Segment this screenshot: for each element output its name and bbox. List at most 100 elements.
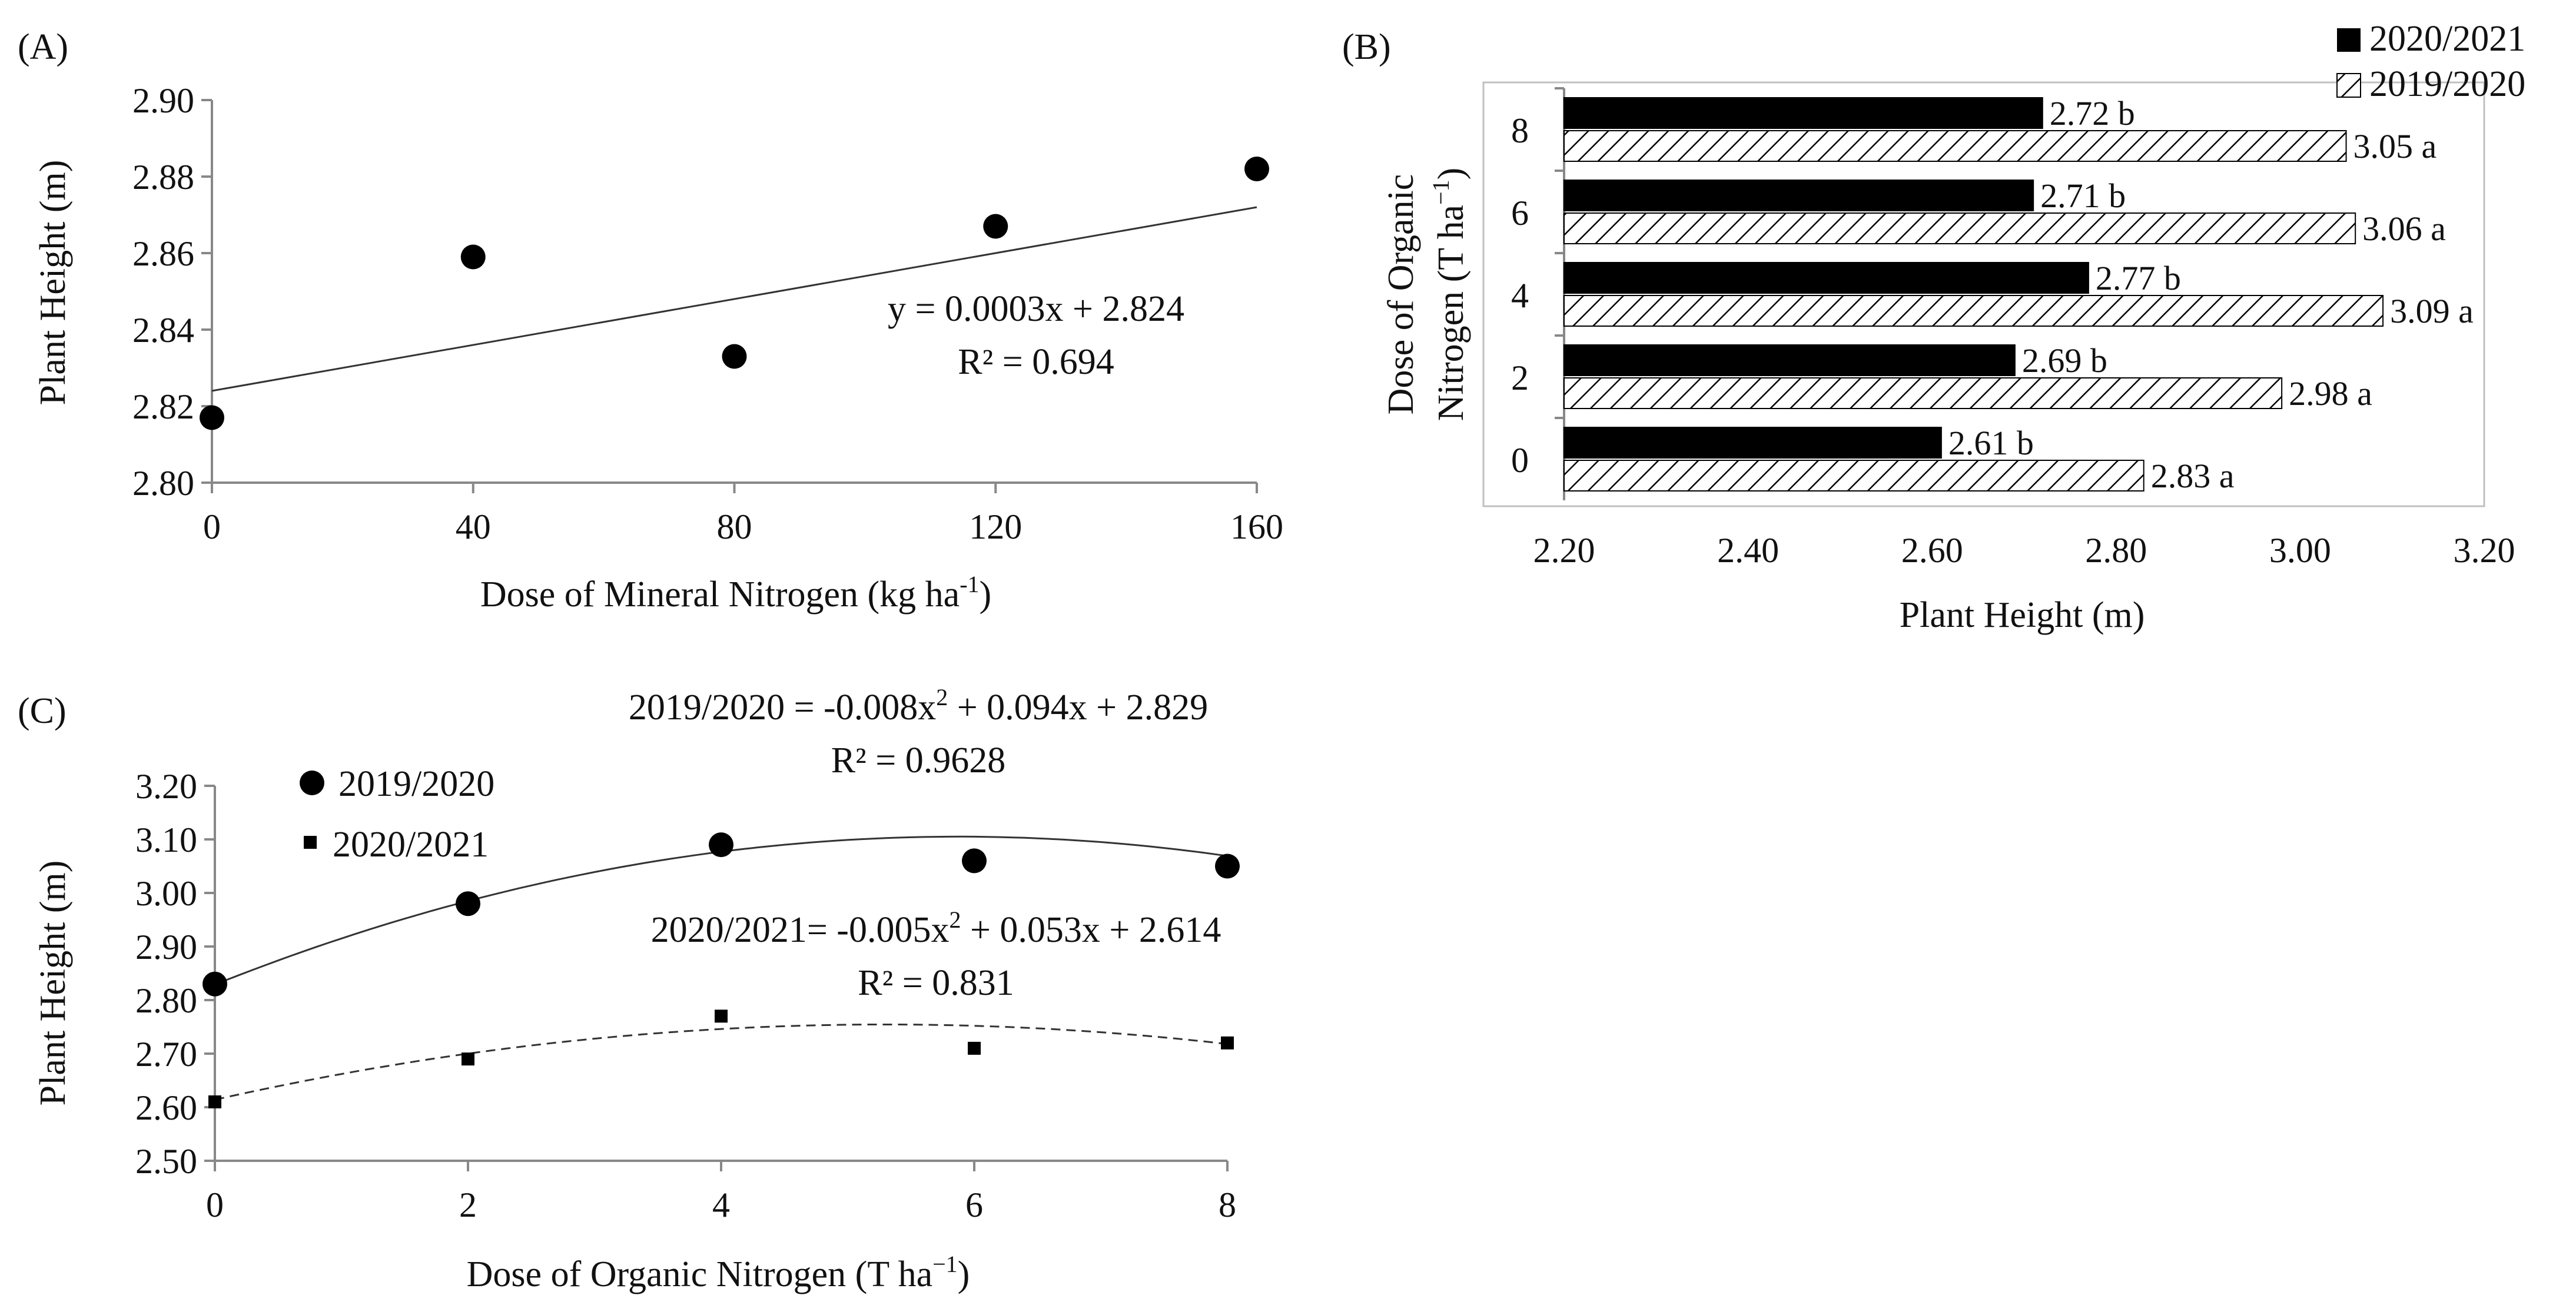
legend-label-2020-2021: 2020/2021	[333, 825, 489, 865]
panel-b-category-label: 8	[1511, 111, 1529, 150]
panel-a-x-axis-title: Dose of Mineral Nitrogen (kg ha-1)	[480, 571, 991, 615]
panel-c-legend: 2019/2020 2020/2021	[300, 764, 494, 865]
panel-c-point-2020-2021	[462, 1052, 474, 1066]
panel-b-category-label: 2	[1511, 358, 1529, 397]
panel-b-bar-2020-2021	[1563, 427, 1942, 459]
panel-a-point	[200, 405, 224, 430]
panel-b-y-axis-title-line1: Dose of Organic	[1381, 174, 1421, 415]
panel-c-point-2019-2020	[962, 848, 987, 874]
panel-c-x-tick-label: 0	[206, 1186, 224, 1224]
panel-a-y-tick-label: 2.80	[132, 464, 194, 503]
panel-b-x-tick-label: 3.00	[2269, 531, 2331, 570]
panel-c-point-2019-2020	[456, 891, 480, 916]
panel-a-point	[1244, 157, 1269, 181]
legend-swatch-2019-2020	[2336, 73, 2361, 98]
panel-b-bar-value-label: 2.72 b	[2050, 94, 2135, 132]
panel-c-point-2020-2021	[968, 1041, 981, 1055]
panel-c-y-tick-label: 2.90	[135, 928, 197, 967]
panel-b-bar-value-label: 2.83 a	[2151, 457, 2235, 495]
panel-c-point-2020-2021	[208, 1095, 221, 1108]
panel-b-bar-value-label: 2.98 a	[2289, 374, 2372, 413]
panel-a-r-squared: R² = 0.694	[958, 342, 1114, 382]
panel-a-letter: (A)	[18, 27, 68, 67]
panel-b-bar-2020-2021	[1563, 180, 2034, 211]
legend-marker-circle	[300, 771, 324, 795]
panel-b-bar-2019-2020	[1563, 377, 2283, 409]
panel-c-point-2019-2020	[1215, 854, 1240, 879]
panel-c-y-tick-label: 2.80	[135, 981, 197, 1020]
legend-label-2019-2020: 2019/2020	[2369, 64, 2525, 104]
panel-b-x-tick-label: 2.40	[1717, 531, 1779, 570]
panel-b-bar-2019-2020	[1563, 460, 2145, 492]
panel-c-fit-curve-2020-2021	[214, 1024, 1228, 1101]
panel-c-point-2019-2020	[203, 971, 227, 997]
legend-marker-square	[304, 836, 317, 849]
panel-c-chart: (C) Plant Height (m) Dose of Organic Nit…	[18, 684, 1240, 1294]
panel-c-x-tick-label: 6	[965, 1186, 983, 1224]
panel-a-x-tick-label: 120	[969, 507, 1022, 546]
panel-b-x-tick-label: 2.20	[1533, 531, 1595, 570]
panel-a-point	[460, 244, 486, 270]
panel-a-y-axis-title: Plant Height (m)	[33, 160, 73, 406]
panel-a-chart: (A) Plant Height (m) Dose of Mineral Nit…	[18, 27, 1283, 615]
panel-a-y-tick-label: 2.90	[132, 81, 194, 120]
panel-a-point	[722, 344, 747, 369]
panel-c-point-2019-2020	[709, 832, 733, 858]
panel-b-bar-2020-2021	[1563, 97, 2043, 129]
panel-a-y-tick-label: 2.88	[132, 158, 194, 197]
panel-c-x-tick-label: 4	[712, 1186, 730, 1224]
panel-c-point-2020-2021	[1221, 1036, 1234, 1050]
panel-c-y-tick-label: 2.60	[135, 1088, 197, 1127]
panel-a-equation: y = 0.0003x + 2.824	[888, 289, 1184, 329]
panel-c-r-squared-2020-2021: R² = 0.831	[858, 963, 1014, 1003]
panel-c-y-tick-label: 2.70	[135, 1035, 197, 1074]
panel-b-bar-value-label: 2.77 b	[2096, 259, 2181, 297]
panel-c-x-tick-label: 8	[1219, 1186, 1236, 1224]
panel-a-point	[983, 214, 1008, 239]
panel-b-bar-value-label: 3.09 a	[2390, 292, 2474, 330]
panel-b-bar-value-label: 3.05 a	[2353, 127, 2437, 165]
panel-c-y-tick-label: 3.10	[135, 821, 197, 859]
panel-a-x-tick-label: 80	[717, 507, 752, 546]
panel-b-plot-frame	[1482, 81, 2485, 507]
panel-b-bar-value-label: 2.69 b	[2022, 341, 2107, 380]
panel-b-legend: 2020/2021 2019/2020	[2336, 19, 2525, 104]
panel-c-y-axis-title: Plant Height (m)	[33, 861, 73, 1106]
panel-b-bar-value-label: 2.61 b	[1948, 424, 2034, 462]
panel-b-bar-2020-2021	[1563, 344, 2016, 376]
panel-a-trendline	[211, 206, 1257, 392]
panel-b-bar-value-label: 2.71 b	[2040, 177, 2126, 215]
panel-b-bar-2019-2020	[1563, 295, 2384, 327]
panel-b-category-label: 6	[1511, 194, 1529, 233]
panel-b-x-axis-title: Plant Height (m)	[1900, 595, 2145, 635]
panel-b-y-axis-title-line2: Nitrogen (T ha−1)	[1428, 168, 1471, 421]
panel-b-category-label: 4	[1511, 276, 1529, 315]
legend-label-2020-2021: 2020/2021	[2369, 19, 2525, 59]
panel-b-x-tick-label: 2.80	[2085, 531, 2147, 570]
panel-c-letter: (C)	[18, 691, 67, 731]
panel-c-x-axis-title: Dose of Organic Nitrogen (T ha−1)	[467, 1251, 970, 1294]
panel-a-x-tick-label: 0	[203, 507, 221, 546]
panel-b-category-label: 0	[1511, 441, 1529, 480]
panel-b-chart: (B) Dose of Organic Nitrogen (T ha−1) Pl…	[1342, 19, 2525, 635]
panel-b-letter: (B)	[1342, 27, 1391, 67]
panel-b-x-tick-label: 2.60	[1901, 531, 1963, 570]
panel-c-equation-2019-2020: 2019/2020 = -0.008x2 + 0.094x + 2.829	[629, 684, 1208, 728]
panel-a-y-tick-label: 2.82	[132, 387, 194, 426]
panel-a-y-tick-label: 2.86	[132, 234, 194, 273]
panel-c-point-2020-2021	[715, 1010, 728, 1023]
panel-c-r-squared-2019-2020: R² = 0.9628	[831, 740, 1005, 781]
panel-a-y-tick-label: 2.84	[132, 311, 194, 350]
legend-label-2019-2020: 2019/2020	[338, 764, 494, 804]
panel-c-y-tick-label: 2.50	[135, 1142, 197, 1181]
panel-b-bar-2020-2021	[1563, 262, 2089, 294]
legend-swatch-2020-2021	[2337, 28, 2361, 52]
panel-b-x-tick-label: 3.20	[2454, 531, 2515, 570]
panel-c-y-tick-label: 3.00	[135, 874, 197, 913]
panel-c-equation-2020-2021: 2020/2021= -0.005x2 + 0.053x + 2.614	[651, 906, 1221, 950]
panel-b-bar-2019-2020	[1563, 212, 2356, 244]
panel-b-bar-value-label: 3.06 a	[2362, 210, 2446, 248]
panel-c-y-tick-label: 3.20	[135, 767, 197, 806]
panel-a-x-tick-label: 160	[1230, 507, 1283, 546]
